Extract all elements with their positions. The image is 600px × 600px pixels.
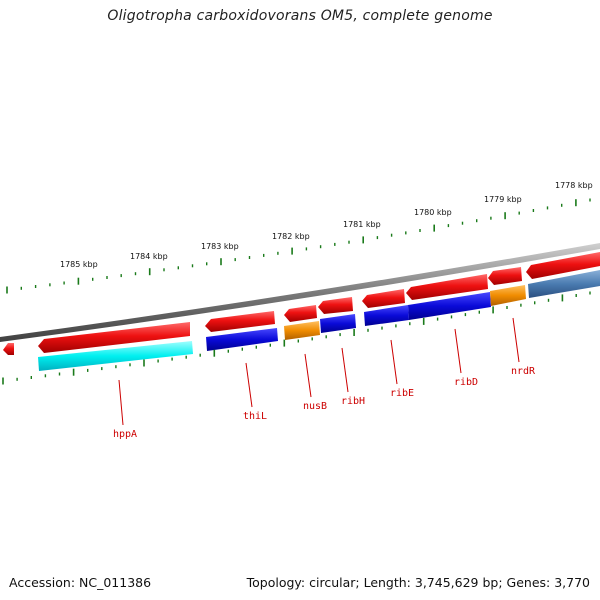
gene-arrow[interactable]	[38, 322, 190, 353]
scale-label-1783: 1783 kbp	[201, 242, 239, 251]
gene-label-leaders	[118, 317, 520, 426]
gene-block[interactable]	[38, 341, 193, 371]
gene-label-nrdR: nrdR	[511, 366, 536, 377]
gene-arrow[interactable]	[205, 311, 275, 332]
gene-block[interactable]	[364, 305, 409, 326]
gene-label-ribD: ribD	[454, 377, 478, 388]
scale-label-1780: 1780 kbp	[414, 208, 452, 217]
gene-block[interactable]	[320, 314, 356, 333]
outer-scale-ticks	[6, 198, 591, 294]
genome-backbone	[0, 243, 600, 342]
inner-scale-ticks	[2, 291, 591, 385]
scale-label-1781: 1781 kbp	[343, 220, 381, 229]
scale-label-1784: 1784 kbp	[130, 252, 168, 261]
gene-block[interactable]	[284, 321, 320, 340]
gene-label-thiL: thiL	[243, 411, 267, 422]
scale-label-1785: 1785 kbp	[60, 260, 98, 269]
gene-label-ribE: ribE	[390, 388, 414, 399]
gene-arrow[interactable]	[362, 289, 405, 308]
scale-labels: 1785 kbp 1784 kbp 1783 kbp 1782 kbp 1781…	[60, 181, 593, 269]
accession-text: Accession: NC_011386	[9, 575, 152, 590]
gene-arrow[interactable]	[284, 305, 317, 322]
gene-block[interactable]	[206, 328, 278, 351]
scale-label-1778: 1778 kbp	[555, 181, 593, 190]
genome-summary-text: Topology: circular; Length: 3,745,629 bp…	[246, 575, 590, 590]
gene-arrow[interactable]	[526, 252, 600, 279]
gene-label-hppA: hppA	[113, 429, 137, 440]
scale-label-1782: 1782 kbp	[272, 232, 310, 241]
gene-block[interactable]	[490, 285, 526, 306]
gene-block[interactable]	[408, 292, 491, 320]
gene-arrow[interactable]	[318, 297, 353, 314]
gene-arrow[interactable]	[488, 267, 522, 285]
forward-strand-features	[3, 252, 600, 355]
gene-block[interactable]	[528, 270, 600, 298]
gene-arrow[interactable]	[406, 274, 488, 300]
reverse-strand-features	[38, 270, 600, 371]
gene-label-ribH: ribH	[341, 396, 365, 407]
gene-labels: hppA thiL nusB ribH ribE ribD nrdR	[113, 366, 536, 440]
gene-label-nusB: nusB	[303, 401, 327, 412]
gene-arrow[interactable]	[3, 343, 14, 355]
scale-label-1779: 1779 kbp	[484, 195, 522, 204]
map-title: Oligotropha carboxidovorans OM5, complet…	[107, 8, 493, 24]
